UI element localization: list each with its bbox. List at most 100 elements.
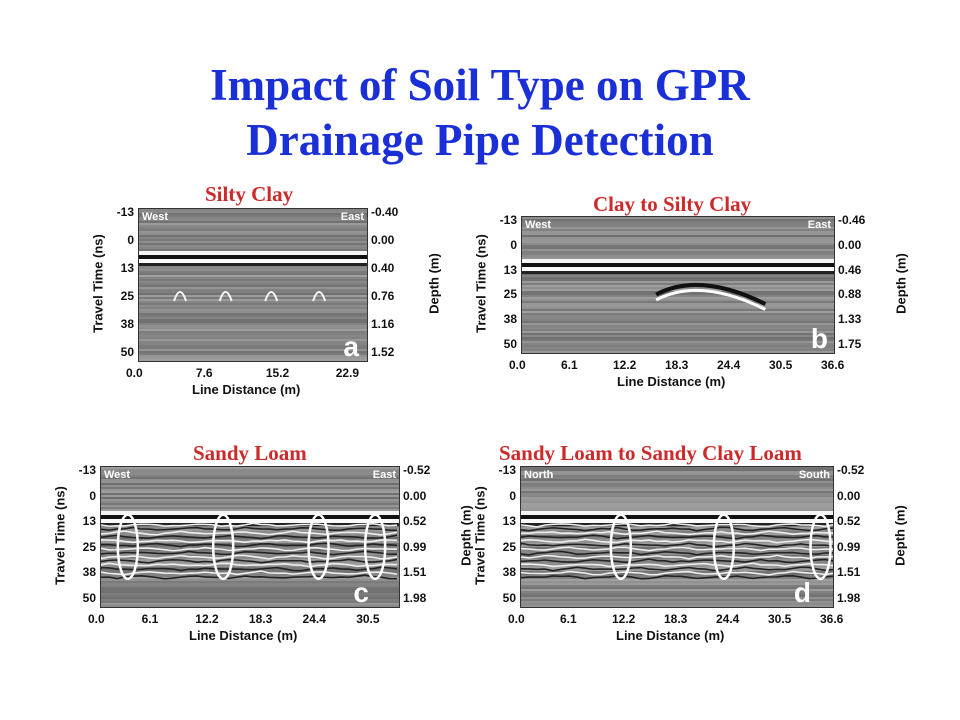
- time-tick: 13: [502, 514, 516, 529]
- depth-tick: 1.33: [838, 312, 862, 327]
- y-axis-label-a: Travel Time (ns): [90, 234, 106, 333]
- distance-tick: 7.6: [195, 366, 213, 380]
- distance-tick: 18.3: [665, 358, 689, 372]
- radargram-b: West East b: [521, 216, 835, 354]
- y2-axis-label-b: Depth (m): [893, 253, 909, 314]
- pipe-marker-oval: [712, 513, 736, 581]
- distance-tick: 12.2: [195, 612, 219, 626]
- depth-tick: 1.16: [371, 317, 395, 331]
- depth-tick: 1.75: [838, 337, 862, 351]
- depth-tick: -0.52: [403, 463, 431, 477]
- depth-tick: 0.99: [837, 539, 861, 554]
- distance-tick: 30.5: [356, 612, 380, 626]
- direction-right-c: East: [372, 469, 396, 481]
- distance-tick: 24.4: [302, 612, 326, 626]
- y-axis-label-b: Travel Time (ns): [473, 234, 489, 333]
- radargram-image-b: [522, 217, 834, 353]
- radargram-image-d: [521, 467, 833, 607]
- direction-left-a: West: [142, 211, 169, 223]
- distance-tick: 24.4: [716, 612, 740, 626]
- pipe-marker-oval: [116, 513, 140, 581]
- time-tick: -13: [498, 463, 516, 477]
- time-tick: 13: [120, 261, 134, 275]
- depth-tick: 0.46: [838, 262, 862, 277]
- distance-tick: 12.2: [612, 612, 636, 626]
- direction-left-c: West: [104, 469, 131, 481]
- panel-title-a: Silty Clay: [205, 182, 294, 206]
- depth-tick: 1.98: [837, 591, 861, 605]
- depth-tick: 0.40: [371, 261, 395, 275]
- distance-tick: 36.6: [820, 612, 844, 626]
- distance-tick: 15.2: [265, 366, 290, 380]
- direction-left-b: West: [525, 219, 552, 231]
- depth-tick: 0.00: [837, 488, 861, 503]
- panel-title-d: Sandy Loam to Sandy Clay Loam: [499, 441, 802, 465]
- radargram-a: West East a: [138, 208, 368, 362]
- time-tick: 0: [127, 233, 134, 247]
- distance-tick: 0.0: [88, 612, 105, 626]
- direction-right-d: South: [798, 469, 830, 481]
- distance-tick: 0.0: [509, 358, 526, 372]
- time-tick: 50: [503, 337, 517, 351]
- time-tick: 25: [503, 287, 517, 302]
- time-tick: 0: [510, 237, 517, 252]
- distance-tick: 24.4: [717, 358, 741, 372]
- time-tick: 13: [82, 514, 96, 529]
- pipe-marker-oval: [363, 513, 387, 581]
- time-tick: 50: [120, 345, 134, 359]
- title-line-2: Drainage Pipe Detection: [246, 115, 714, 165]
- radargram-c: West East c: [100, 466, 400, 608]
- distance-tick: 22.9: [335, 366, 360, 380]
- distance-tick: 30.5: [769, 358, 793, 372]
- time-tick: 50: [82, 591, 96, 605]
- time-tick: 38: [503, 312, 517, 327]
- time-tick: 38: [502, 565, 516, 580]
- pipe-marker-oval: [307, 513, 330, 581]
- depth-tick: 1.52: [371, 345, 395, 359]
- slide-title: Impact of Soil Type on GPR Drainage Pipe…: [0, 58, 960, 168]
- distance-tick: 30.5: [768, 612, 792, 626]
- distance-tick: 18.3: [664, 612, 688, 626]
- depth-tick: 1.98: [403, 591, 427, 605]
- y2-axis-label-d: Depth (m): [892, 505, 908, 566]
- depth-tick: 0.00: [403, 488, 427, 503]
- time-tick: -13: [78, 463, 96, 477]
- distance-tick: 36.6: [821, 358, 845, 372]
- panel-title-b: Clay to Silty Clay: [593, 192, 752, 216]
- depth-tick: -0.46: [838, 213, 866, 227]
- time-tick: 25: [502, 539, 516, 554]
- x-axis-label-b: Line Distance (m): [617, 374, 726, 389]
- panel-letter-b: b: [810, 323, 828, 354]
- distance-tick: 18.3: [248, 612, 273, 626]
- depth-tick: 0.52: [403, 514, 427, 529]
- depth-tick: 0.00: [838, 237, 862, 252]
- depth-tick: 0.99: [403, 539, 427, 554]
- time-tick: 0: [509, 488, 516, 503]
- time-tick: 50: [502, 591, 516, 605]
- time-tick: 13: [503, 262, 517, 277]
- time-tick: -13: [116, 205, 134, 219]
- depth-tick: 0.00: [371, 233, 395, 247]
- title-line-1: Impact of Soil Type on GPR: [210, 60, 750, 110]
- radargram-d: North South d: [520, 466, 834, 608]
- time-tick: 0: [89, 488, 96, 503]
- y-axis-label-c: Travel Time (ns): [52, 486, 68, 585]
- time-tick: 38: [120, 317, 134, 331]
- pipe-marker-oval: [809, 513, 832, 581]
- depth-tick: 0.76: [371, 289, 395, 303]
- y2-axis-label-c: Depth (m): [458, 505, 474, 566]
- distance-tick: 6.1: [141, 612, 159, 626]
- distance-tick: 0.0: [508, 612, 525, 626]
- direction-right-a: East: [340, 211, 364, 223]
- time-tick: 25: [82, 539, 96, 554]
- depth-tick: 1.51: [403, 565, 427, 580]
- distance-tick: 6.1: [561, 358, 578, 372]
- time-tick: -13: [499, 213, 517, 227]
- distance-tick: 12.2: [613, 358, 637, 372]
- x-axis-label-a: Line Distance (m): [192, 382, 301, 397]
- direction-right-b: East: [807, 219, 831, 231]
- depth-tick: 1.51: [837, 565, 861, 580]
- panel-title-c: Sandy Loam: [193, 441, 307, 465]
- depth-tick: -0.40: [371, 205, 399, 219]
- x-axis-label-c: Line Distance (m): [189, 628, 298, 643]
